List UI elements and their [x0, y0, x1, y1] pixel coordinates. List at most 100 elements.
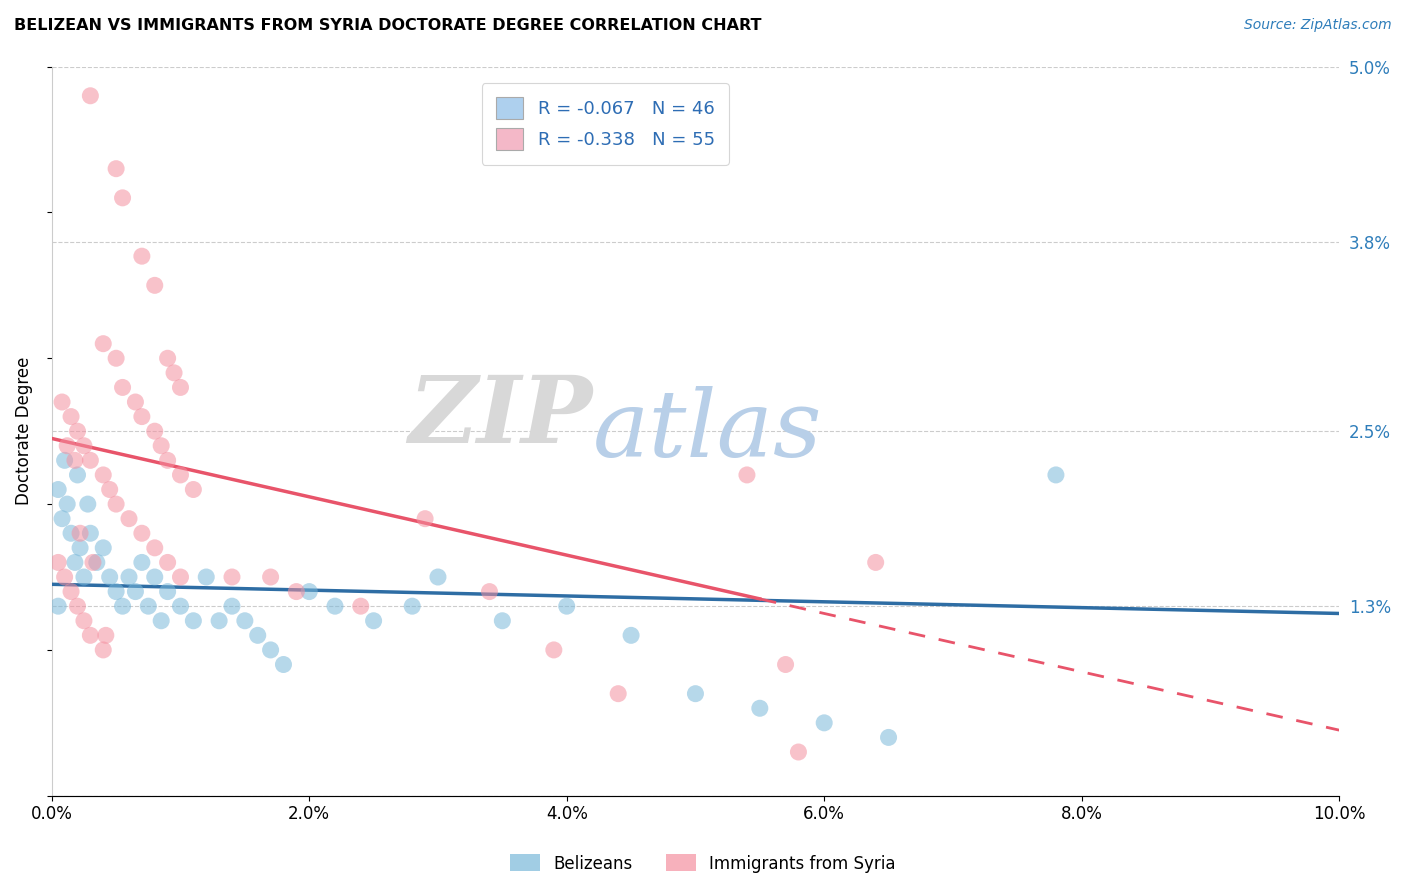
Point [79, 453, 101, 467]
Point [56, 439, 79, 453]
Point [1045, 467, 1067, 482]
Point [163, 366, 186, 380]
Point [46, 483, 69, 497]
Point [169, 570, 191, 584]
Point [195, 570, 218, 584]
Point [136, 599, 159, 614]
Point [169, 599, 191, 614]
Point [76, 497, 98, 511]
Point [607, 687, 630, 701]
Point [91, 336, 114, 351]
Point [60, 526, 83, 541]
Point [60, 584, 83, 599]
Point [208, 614, 231, 628]
Point [156, 351, 179, 366]
Point [259, 643, 281, 657]
Point [150, 614, 173, 628]
Point [169, 380, 191, 394]
Point [105, 497, 128, 511]
Point [877, 731, 900, 745]
Point [775, 657, 797, 672]
Point [46, 599, 69, 614]
Point [63, 556, 86, 570]
Point [221, 599, 243, 614]
Point [91, 467, 114, 482]
Text: ZIP: ZIP [408, 372, 592, 461]
Point [491, 614, 513, 628]
Point [246, 628, 269, 642]
Point [73, 439, 96, 453]
Point [156, 453, 179, 467]
Point [51, 395, 73, 409]
Point [82, 556, 104, 570]
Point [787, 745, 810, 759]
Point [183, 483, 205, 497]
Point [350, 599, 373, 614]
Point [105, 161, 128, 176]
Legend: Belizeans, Immigrants from Syria: Belizeans, Immigrants from Syria [503, 847, 903, 880]
Point [73, 570, 96, 584]
Point [156, 584, 179, 599]
Point [543, 643, 565, 657]
Point [66, 599, 89, 614]
Point [143, 278, 166, 293]
Point [118, 570, 141, 584]
Point [79, 628, 101, 642]
Point [105, 584, 128, 599]
Point [401, 599, 423, 614]
Point [285, 584, 308, 599]
Point [86, 556, 108, 570]
Point [233, 614, 256, 628]
Point [298, 584, 321, 599]
Point [131, 526, 153, 541]
Point [46, 556, 69, 570]
Point [143, 570, 166, 584]
Point [91, 541, 114, 555]
Point [427, 570, 450, 584]
Point [69, 526, 91, 541]
Point [98, 483, 121, 497]
Point [98, 570, 121, 584]
Point [53, 570, 76, 584]
Point [150, 439, 173, 453]
Point [63, 453, 86, 467]
Point [51, 511, 73, 525]
Point [143, 424, 166, 438]
Point [413, 511, 436, 525]
Point [66, 424, 89, 438]
Text: Source: ZipAtlas.com: Source: ZipAtlas.com [1244, 18, 1392, 32]
Point [221, 570, 243, 584]
Point [143, 541, 166, 555]
Point [56, 497, 79, 511]
Point [813, 715, 835, 730]
Point [79, 526, 101, 541]
Point [94, 628, 117, 642]
Point [273, 657, 295, 672]
Point [124, 584, 146, 599]
Point [363, 614, 385, 628]
Point [748, 701, 770, 715]
Point [69, 541, 91, 555]
Point [105, 351, 128, 366]
Point [118, 511, 141, 525]
Point [66, 467, 89, 482]
Point [259, 570, 281, 584]
Point [865, 556, 887, 570]
Point [53, 453, 76, 467]
Point [111, 191, 134, 205]
Point [124, 395, 146, 409]
Point [60, 409, 83, 424]
Point [131, 556, 153, 570]
Point [111, 599, 134, 614]
Point [183, 614, 205, 628]
Point [91, 643, 114, 657]
Point [735, 467, 758, 482]
Legend: R = -0.067   N = 46, R = -0.338   N = 55: R = -0.067 N = 46, R = -0.338 N = 55 [482, 83, 730, 165]
Point [478, 584, 501, 599]
Point [323, 599, 346, 614]
Point [169, 467, 191, 482]
Text: atlas: atlas [592, 386, 823, 476]
Y-axis label: Doctorate Degree: Doctorate Degree [15, 357, 32, 506]
Text: BELIZEAN VS IMMIGRANTS FROM SYRIA DOCTORATE DEGREE CORRELATION CHART: BELIZEAN VS IMMIGRANTS FROM SYRIA DOCTOR… [14, 18, 762, 33]
Point [555, 599, 578, 614]
